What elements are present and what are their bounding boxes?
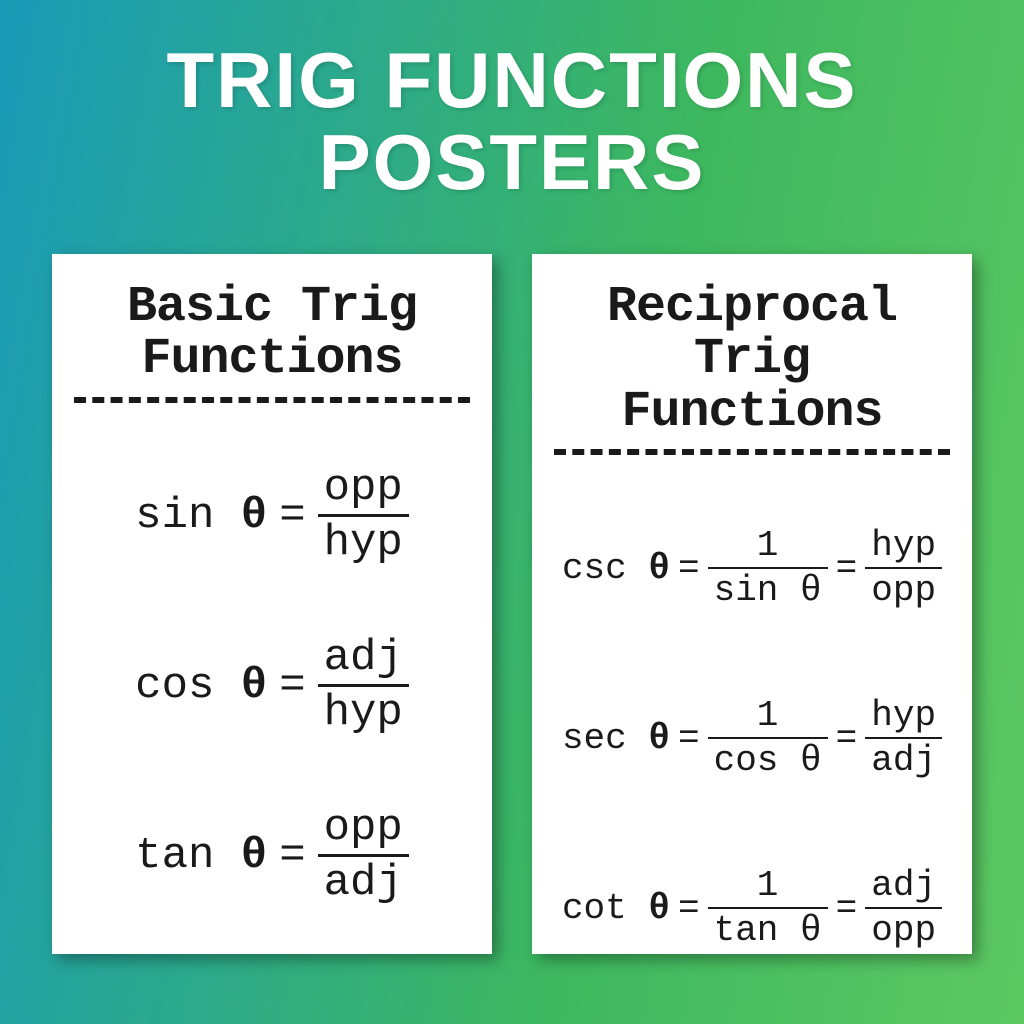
func-label: sin θ — [135, 491, 267, 541]
equals-sign: = — [277, 831, 307, 881]
basic-title-line-1: Basic Trig — [74, 282, 470, 335]
func-label: csc θ — [562, 548, 670, 589]
denominator: cos θ — [708, 737, 828, 781]
numerator: 1 — [751, 696, 785, 738]
main-title: TRIG FUNCTIONS POSTERS — [0, 0, 1024, 204]
equation-tan: tan θ = opp adj — [74, 804, 470, 908]
title-line-2: POSTERS — [0, 122, 1024, 204]
equation-csc: csc θ = 1 sin θ = hyp opp — [554, 526, 950, 611]
basic-trig-poster: Basic Trig Functions sin θ = opp hyp cos… — [52, 254, 492, 954]
reciprocal-trig-poster: Reciprocal Trig Functions csc θ = 1 sin … — [532, 254, 972, 954]
equals-sign: = — [676, 548, 702, 589]
equals-sign: = — [834, 718, 860, 759]
equation-sec: sec θ = 1 cos θ = hyp adj — [554, 696, 950, 781]
numerator: adj — [865, 866, 942, 908]
fraction: opp adj — [318, 804, 409, 908]
dashed-divider — [74, 397, 470, 403]
posters-container: Basic Trig Functions sin θ = opp hyp cos… — [0, 254, 1024, 954]
equals-sign: = — [676, 888, 702, 929]
func-label: cos θ — [135, 661, 267, 711]
basic-title-line-2: Functions — [74, 334, 470, 387]
fraction: opp hyp — [318, 464, 409, 568]
basic-poster-title: Basic Trig Functions — [74, 282, 470, 387]
denominator: sin θ — [708, 567, 828, 611]
fraction: 1 sin θ — [708, 526, 828, 611]
equals-sign: = — [834, 548, 860, 589]
numerator: adj — [318, 634, 409, 684]
func-label: sec θ — [562, 718, 670, 759]
dashed-divider — [554, 449, 950, 455]
numerator: hyp — [865, 696, 942, 738]
fraction: hyp opp — [865, 526, 942, 611]
func-label: tan θ — [135, 831, 267, 881]
fraction: adj hyp — [318, 634, 409, 738]
fraction: adj opp — [865, 866, 942, 951]
equals-sign: = — [277, 491, 307, 541]
equation-sin: sin θ = opp hyp — [74, 464, 470, 568]
equals-sign: = — [277, 661, 307, 711]
numerator: opp — [318, 464, 409, 514]
title-line-1: TRIG FUNCTIONS — [0, 40, 1024, 122]
numerator: opp — [318, 804, 409, 854]
reciprocal-equations: csc θ = 1 sin θ = hyp opp sec θ — [554, 483, 950, 993]
basic-equations: sin θ = opp hyp cos θ = adj hyp — [74, 431, 470, 941]
reciprocal-poster-title: Reciprocal Trig Functions — [554, 282, 950, 440]
fraction: 1 cos θ — [708, 696, 828, 781]
equation-cot: cot θ = 1 tan θ = adj opp — [554, 866, 950, 951]
fraction: hyp adj — [865, 696, 942, 781]
equation-cos: cos θ = adj hyp — [74, 634, 470, 738]
equals-sign: = — [676, 718, 702, 759]
denominator: opp — [865, 907, 942, 951]
denominator: adj — [318, 854, 409, 907]
denominator: hyp — [318, 684, 409, 737]
fraction: 1 tan θ — [708, 866, 828, 951]
denominator: opp — [865, 567, 942, 611]
reciprocal-title-line-2: Trig Functions — [554, 334, 950, 439]
numerator: 1 — [751, 526, 785, 568]
numerator: hyp — [865, 526, 942, 568]
numerator: 1 — [751, 866, 785, 908]
denominator: tan θ — [708, 907, 828, 951]
equals-sign: = — [834, 888, 860, 929]
denominator: adj — [865, 737, 942, 781]
reciprocal-title-line-1: Reciprocal — [554, 282, 950, 335]
denominator: hyp — [318, 514, 409, 567]
func-label: cot θ — [562, 888, 670, 929]
